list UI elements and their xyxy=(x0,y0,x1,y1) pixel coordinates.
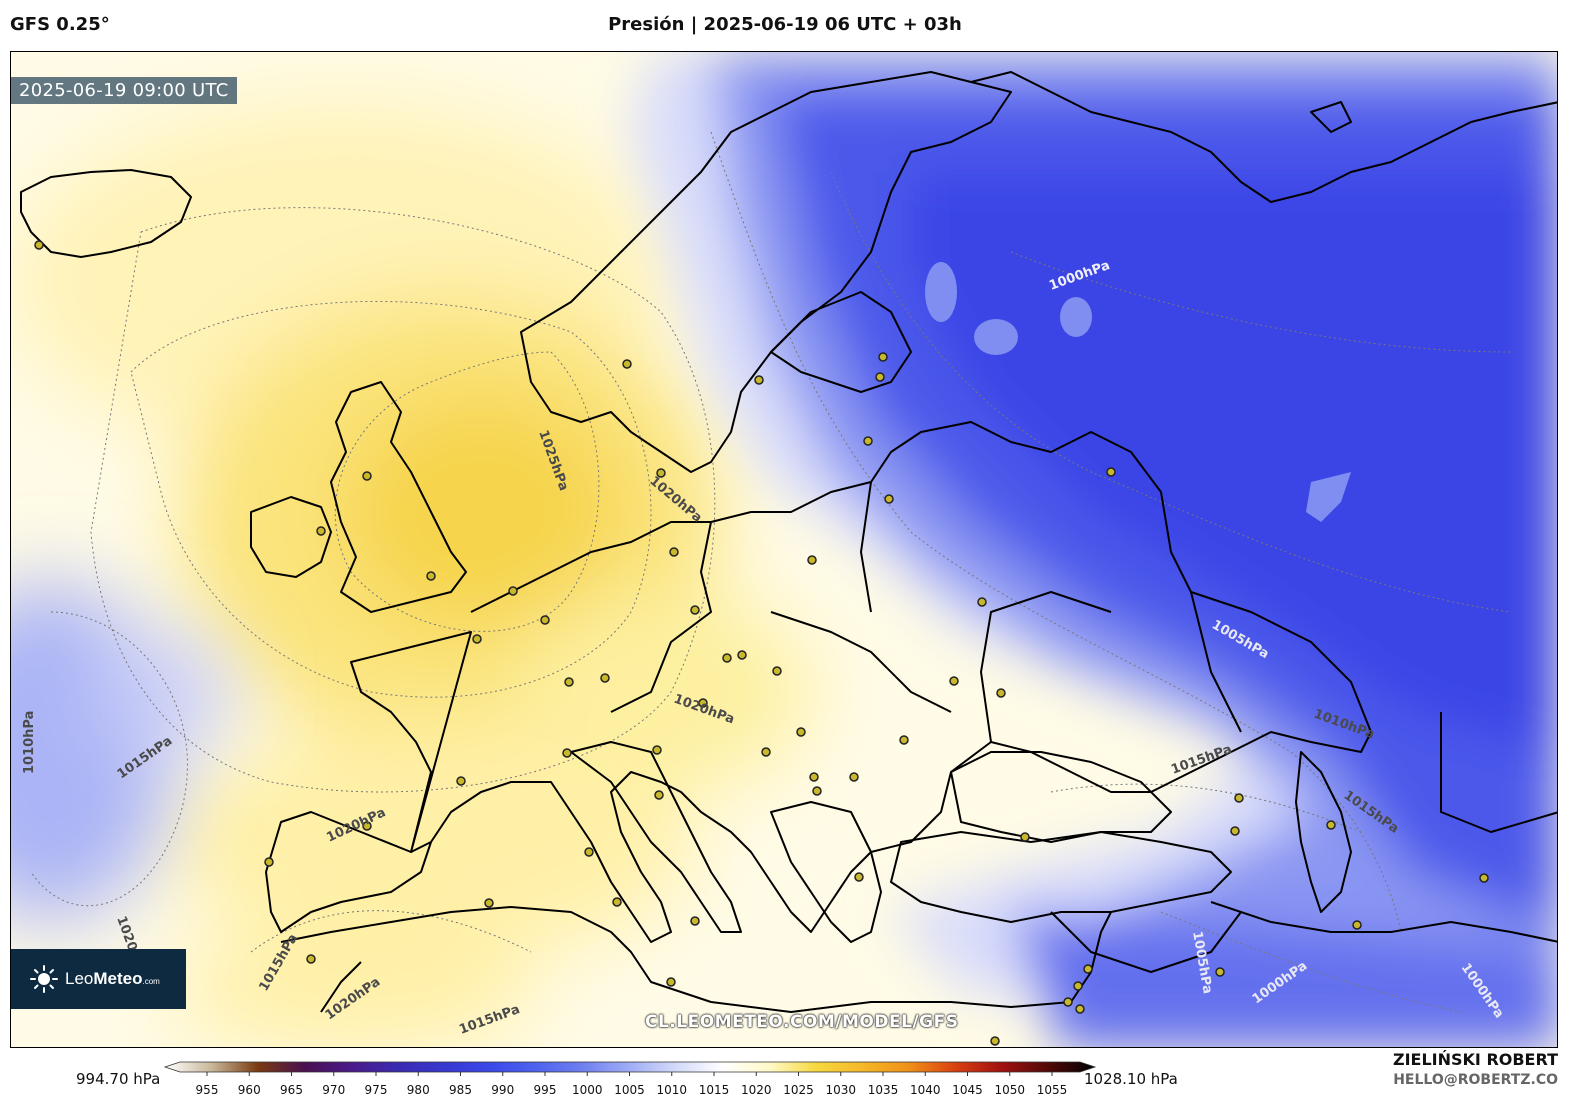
colorbar-tick-label: 1030 xyxy=(825,1083,856,1097)
chart-title: Presión | 2025-06-19 06 UTC + 03h xyxy=(608,14,962,35)
contour-label: 1010hPa xyxy=(22,711,37,774)
colorbar-bar xyxy=(163,1061,1097,1073)
colorbar-tick-label: 1000 xyxy=(572,1083,603,1097)
colorbar-tick-label: 975 xyxy=(365,1083,388,1097)
author-name: ZIELIŃSKI ROBERT xyxy=(1392,1050,1558,1069)
colorbar-tick-label: 1040 xyxy=(910,1083,941,1097)
sun-icon xyxy=(30,965,58,993)
valid-time-badge: 2025-06-19 09:00 UTC xyxy=(11,77,237,104)
colorbar-tick-label: 960 xyxy=(238,1083,261,1097)
colorbar-tick-label: 970 xyxy=(322,1083,345,1097)
model-label: GFS 0.25° xyxy=(10,14,110,35)
colorbar-ticks: 955 960 965 970 975 980 985 990 995 1000 1005 1010 1… xyxy=(196,1072,1068,1097)
colorbar-tick-label: 955 xyxy=(196,1083,219,1097)
lakes xyxy=(925,262,1351,522)
colorbar-tick-label: 1005 xyxy=(614,1083,645,1097)
watermark-url: CL.LEOMETEO.COM/MODEL/GFS xyxy=(645,1012,959,1032)
colorbar: 955 960 965 970 975 980 985 990 995 1000 1005 1010 1… xyxy=(163,1061,1097,1097)
colorbar-tick-label: 1010 xyxy=(656,1083,687,1097)
colorbar-tick-label: 980 xyxy=(407,1083,430,1097)
colorbar-tick-label: 995 xyxy=(534,1083,557,1097)
colorbar-tick-label: 965 xyxy=(280,1083,303,1097)
colorbar-tick-label: 985 xyxy=(449,1083,472,1097)
colorbar-max-label: 1028.10 hPa xyxy=(1084,1070,1178,1088)
author-email[interactable]: HELLO@ROBERTZ.CO xyxy=(1393,1072,1558,1088)
leometeo-logo[interactable]: LeoMeteo.com xyxy=(11,949,186,1009)
colorbar-tick-label: 990 xyxy=(491,1083,514,1097)
colorbar-tick-label: 1025 xyxy=(783,1083,814,1097)
colorbar-tick-label: 1045 xyxy=(952,1083,983,1097)
colorbar-tick-label: 1035 xyxy=(868,1083,899,1097)
colorbar-tick-label: 1020 xyxy=(741,1083,772,1097)
map-canvas: 1025hPa 1020hPa 1020hPa 1015hPa 1010hPa … xyxy=(11,52,1557,1047)
pressure-map[interactable]: 1025hPa 1020hPa 1020hPa 1015hPa 1010hPa … xyxy=(10,51,1558,1048)
city-markers xyxy=(34,240,1489,1046)
logo-text: LeoMeteo.com xyxy=(65,969,160,988)
colorbar-min-label: 994.70 hPa xyxy=(76,1070,161,1088)
isobars xyxy=(30,131,1512,1013)
eastern-low xyxy=(631,52,1557,1047)
colorbar-tick-label: 1015 xyxy=(699,1083,730,1097)
coastlines xyxy=(20,71,1557,1013)
colorbar-tick-label: 1055 xyxy=(1037,1083,1068,1097)
colorbar-tick-label: 1050 xyxy=(994,1083,1025,1097)
